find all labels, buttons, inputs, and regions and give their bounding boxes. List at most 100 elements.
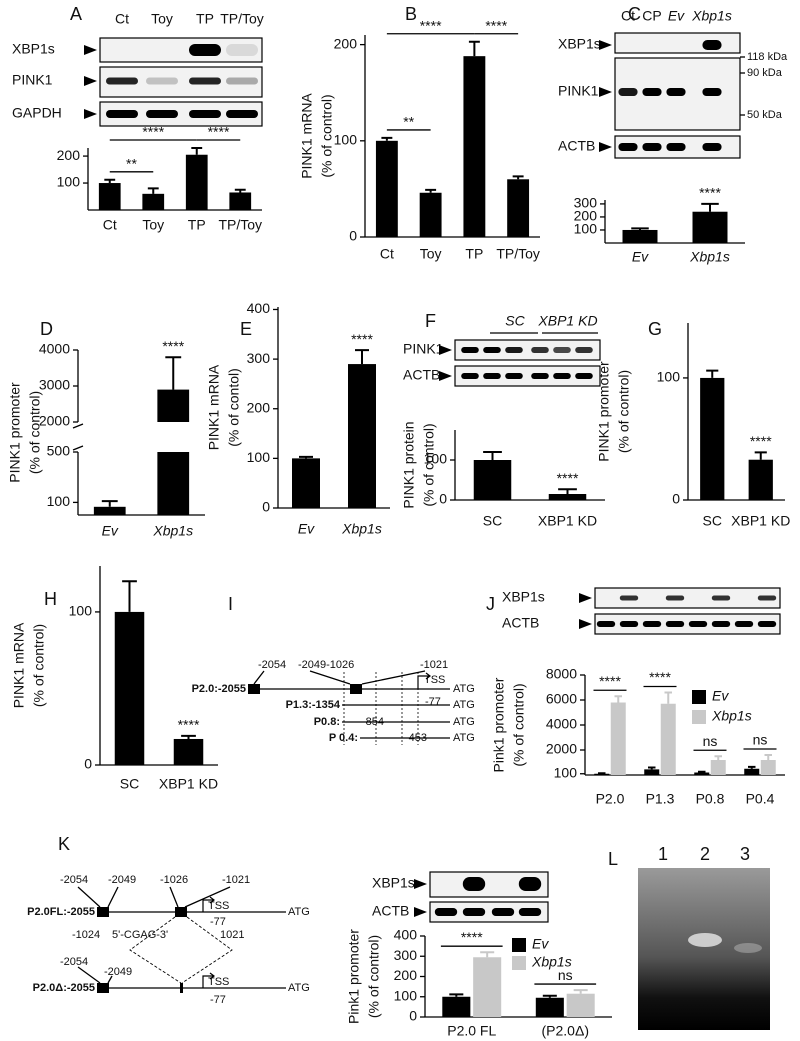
y-axis-label: PINK1 protein <box>401 421 417 508</box>
tss-arrow <box>202 896 215 912</box>
error-bar <box>355 349 369 365</box>
row-arrow <box>579 619 592 629</box>
y-tick-label: 4000 <box>39 341 70 357</box>
y-tick-label: 300 <box>247 350 271 366</box>
y-tick-label: 200 <box>57 147 81 163</box>
size-marker: 118 kDa <box>747 51 788 63</box>
blot-band <box>575 347 593 353</box>
y-tick-label: 0 <box>84 756 92 772</box>
significance-label: **** <box>178 717 200 733</box>
bar <box>610 702 626 775</box>
bar <box>692 211 728 243</box>
y-tick-label: 0 <box>409 1008 417 1024</box>
y-tick-label: 200 <box>334 35 358 51</box>
blot-band <box>518 877 542 891</box>
error-bar <box>701 202 719 212</box>
blot-band <box>518 908 542 916</box>
leader <box>184 886 231 908</box>
error-bar <box>512 175 524 180</box>
panel-label: G <box>648 319 662 339</box>
y-tick-label: 0 <box>262 499 270 515</box>
row-arrow <box>599 87 612 97</box>
x-tick-label: Ev <box>632 249 649 265</box>
blot-band <box>688 621 708 627</box>
diagram-label: P2.0Δ:-2055 <box>33 982 95 994</box>
diagram-label: ATG <box>288 982 310 994</box>
y-axis-label: Pink1 promoter <box>491 677 507 772</box>
row-arrow <box>439 345 452 355</box>
error-bar <box>714 755 722 760</box>
bar <box>463 56 486 238</box>
leader <box>107 975 113 984</box>
blot-band <box>461 347 479 353</box>
legend-swatch <box>692 690 706 704</box>
blot-band <box>505 373 523 379</box>
x-tick-label: TP <box>188 217 206 233</box>
blot-band <box>575 373 593 379</box>
row-arrow <box>84 45 97 55</box>
panel-label: C <box>628 4 641 24</box>
diagram-label: -1024 <box>72 929 100 941</box>
blot-band <box>146 77 178 85</box>
blot-band <box>711 621 731 627</box>
y-tick-label: 2000 <box>546 741 577 757</box>
row-arrow <box>599 142 612 152</box>
bar <box>442 996 471 1017</box>
lane-label: Ev <box>668 8 685 24</box>
element-box <box>97 983 109 993</box>
significance-label: **** <box>420 17 442 33</box>
diagram-label: P1.3:-1354 <box>286 699 341 711</box>
y-axis-label: (% of control) <box>616 370 632 453</box>
blot-band <box>461 373 479 379</box>
x-tick-label: XBP1 KD <box>538 513 597 529</box>
bar <box>142 193 165 210</box>
legend-label: Ev <box>532 936 549 952</box>
y-axis-label: (% of control) <box>319 94 335 177</box>
error-bar <box>480 951 495 958</box>
y-tick-label: 100 <box>57 174 81 190</box>
y-tick-label: 100 <box>47 493 71 509</box>
x-tick-label: SC <box>703 513 722 529</box>
blot-band <box>483 373 501 379</box>
blot-band <box>702 88 722 96</box>
error-bar <box>748 765 756 769</box>
leader <box>107 886 119 908</box>
bar <box>760 760 776 775</box>
legend-swatch <box>692 710 706 724</box>
leader <box>361 670 426 685</box>
x-tick-label: SC <box>483 513 502 529</box>
error-bar <box>165 356 182 390</box>
blot-band <box>642 143 662 151</box>
lane-label: Xbp1s <box>691 8 732 24</box>
y-axis-label: (% of control) <box>366 935 382 1018</box>
blot-row-label: GAPDH <box>12 105 62 121</box>
blot-row-label: ACTB <box>372 903 409 919</box>
x-tick-label: Ct <box>380 246 394 262</box>
bar <box>694 772 710 775</box>
diagram-label: -2049 <box>108 874 136 886</box>
diagram-label: TSS <box>208 900 229 912</box>
error-bar <box>558 488 577 494</box>
blot-frame <box>99 37 263 63</box>
lane-label: Ct <box>621 8 635 24</box>
blot-band <box>106 110 138 118</box>
error-bar <box>468 40 480 57</box>
y-tick-label: 6000 <box>546 691 577 707</box>
bar <box>644 769 660 775</box>
error-bar <box>381 136 393 141</box>
diagram-label: ATG <box>453 716 475 728</box>
error-bar <box>754 451 767 460</box>
blot-band <box>596 621 616 627</box>
x-tick-label: P1.3 <box>646 791 675 807</box>
deletion-outline <box>129 916 233 984</box>
error-bar <box>449 993 464 997</box>
error-bar <box>122 580 137 612</box>
emsa-band <box>688 933 722 947</box>
error-bar <box>706 369 719 378</box>
lane-label: TP <box>196 11 214 27</box>
row-arrow <box>414 879 427 889</box>
blot-band <box>642 621 662 627</box>
x-tick-label: P2.0 FL <box>447 1023 496 1039</box>
significance-label: **** <box>699 185 721 201</box>
blot-band <box>491 908 515 916</box>
